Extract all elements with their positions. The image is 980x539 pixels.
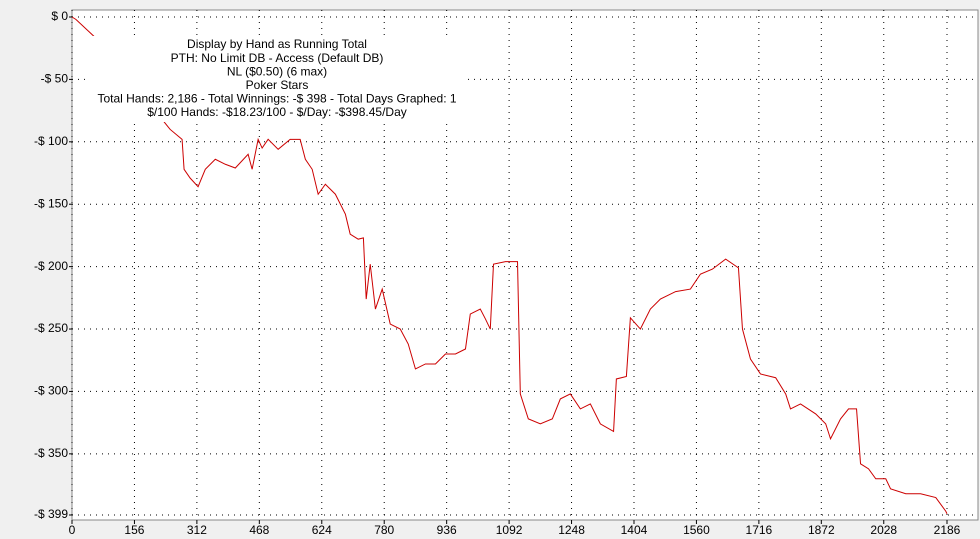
x-tick-label: 1872 bbox=[808, 523, 835, 537]
annotation: Display by Hand as Running Total bbox=[187, 37, 367, 51]
x-tick-label: 624 bbox=[312, 523, 332, 537]
x-tick-label: 2186 bbox=[934, 523, 961, 537]
annotation: PTH: No Limit DB - Access (Default DB) bbox=[171, 51, 384, 65]
x-tick-label: 2028 bbox=[870, 523, 897, 537]
x-tick-label: 1404 bbox=[621, 523, 648, 537]
x-tick-label: 1248 bbox=[558, 523, 585, 537]
y-tick-label: $ 0 bbox=[51, 9, 68, 23]
y-tick-label: -$ 399 bbox=[34, 507, 68, 521]
y-tick-label: -$ 150 bbox=[34, 196, 68, 210]
x-tick-label: 780 bbox=[374, 523, 394, 537]
running-total-line bbox=[71, 16, 948, 514]
y-tick-label: -$ 100 bbox=[34, 134, 68, 148]
y-tick-label: -$ 200 bbox=[34, 259, 68, 273]
x-tick-label: 468 bbox=[249, 523, 269, 537]
x-tick-label: 1716 bbox=[746, 523, 773, 537]
info-box bbox=[90, 36, 464, 122]
annotation: NL ($0.50) (6 max) bbox=[227, 64, 327, 78]
x-tick-label: 1560 bbox=[683, 523, 710, 537]
marks bbox=[71, 16, 948, 514]
annotation: Total Hands: 2,186 - Total Winnings: -$ … bbox=[97, 92, 456, 106]
x-tick-label: 0 bbox=[69, 523, 76, 537]
annotation: Poker Stars bbox=[246, 78, 309, 92]
x-tick-label: 1092 bbox=[496, 523, 523, 537]
x-tick-label: 312 bbox=[187, 523, 207, 537]
y-tick-label: -$ 50 bbox=[41, 72, 69, 86]
y-tick-label: -$ 300 bbox=[34, 384, 68, 398]
annotation: $/100 Hands: -$18.23/100 - $/Day: -$398.… bbox=[147, 105, 407, 119]
y-tick-label: -$ 250 bbox=[34, 321, 68, 335]
y-tick-label: -$ 350 bbox=[34, 446, 68, 460]
x-tick-label: 156 bbox=[124, 523, 144, 537]
x-tick-label: 936 bbox=[437, 523, 457, 537]
